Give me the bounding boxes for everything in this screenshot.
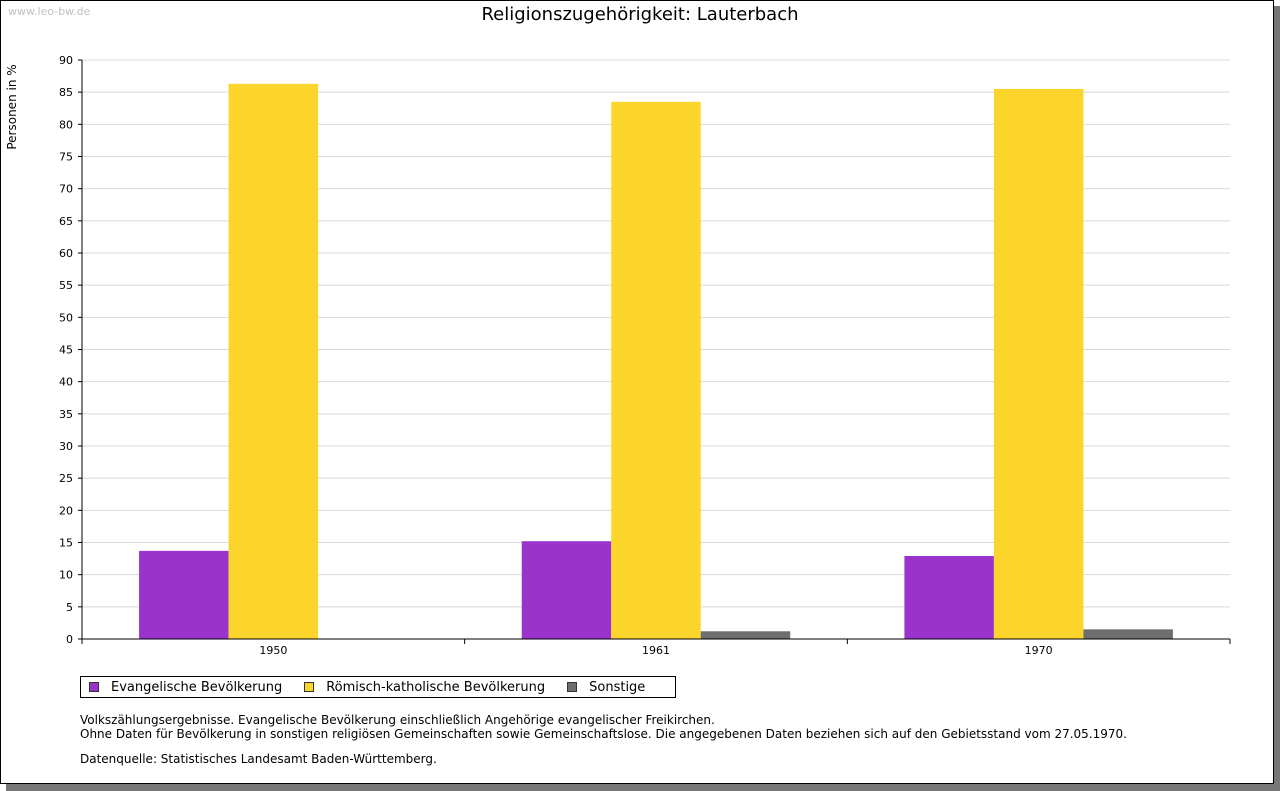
bar-chart: 0 5 10 15 20 25 30 35 40 45 50 55 60 65 70 75 80 85 90 1950… [5, 54, 1231, 657]
y-tick-label: 10 [59, 569, 73, 582]
watermark: www.leo-bw.de [8, 5, 91, 18]
y-tick-label: 65 [59, 215, 73, 228]
bar [521, 541, 612, 639]
chart-notes: Volkszählungsergebnisse. Evangelische Be… [80, 713, 1127, 741]
y-axis-label: Personen in % [5, 64, 19, 149]
note-line-2: Ohne Daten für Bevölkerung in sonstigen … [80, 727, 1127, 741]
legend-label-sonstige: Sonstige [589, 679, 646, 695]
data-source: Datenquelle: Statistisches Landesamt Bad… [80, 752, 437, 766]
y-tick-label: 70 [59, 183, 73, 196]
bar [1083, 629, 1173, 639]
bar [228, 83, 319, 639]
y-tick-label: 60 [59, 247, 73, 260]
bar [139, 550, 229, 639]
legend-item-katholisch: Römisch-katholische Bevölkerung [304, 680, 545, 695]
legend-swatch-katholisch [304, 682, 315, 692]
y-tick-label: 80 [59, 118, 73, 131]
note-line-1: Volkszählungsergebnisse. Evangelische Be… [80, 713, 715, 727]
legend-item-sonstige: Sonstige [567, 680, 645, 695]
y-tick-label: 50 [59, 311, 73, 324]
y-tick-label: 20 [59, 504, 73, 517]
x-tick-label: 1970 [1025, 644, 1053, 657]
legend-item-evangelisch: Evangelische Bevölkerung [89, 680, 282, 695]
y-tick-label: 75 [59, 151, 73, 164]
bar [904, 556, 994, 639]
y-tick-label: 40 [59, 376, 73, 389]
bar [993, 88, 1084, 639]
y-tick-label: 0 [66, 633, 73, 646]
y-tick-label: 15 [59, 537, 73, 550]
chart-title: Religionszugehörigkeit: Lauterbach [481, 4, 799, 25]
bars-layer [139, 83, 1173, 640]
legend: Evangelische Bevölkerung Römisch-katholi… [80, 676, 676, 698]
y-tick-label: 5 [66, 601, 73, 614]
y-tick-label: 30 [59, 440, 73, 453]
legend-label-evangelisch: Evangelische Bevölkerung [111, 679, 283, 695]
y-tick-label: 55 [59, 279, 73, 292]
y-tick-label: 85 [59, 86, 73, 99]
frame-shadow-right [1274, 6, 1280, 791]
y-tick-label: 25 [59, 472, 73, 485]
frame-shadow-bottom [6, 784, 1280, 791]
axis-layer: 0 5 10 15 20 25 30 35 40 45 50 55 60 65 70 75 80 85 90 1950… [59, 54, 1231, 657]
y-tick-label: 90 [59, 54, 73, 67]
x-tick-label: 1950 [259, 644, 287, 657]
x-tick-label: 1961 [642, 644, 670, 657]
y-tick-label: 45 [59, 344, 73, 357]
legend-label-katholisch: Römisch-katholische Bevölkerung [326, 679, 546, 695]
y-tick-label: 35 [59, 408, 73, 421]
bar [611, 101, 701, 640]
legend-swatch-evangelisch [89, 682, 99, 692]
bar [700, 631, 791, 639]
legend-swatch-sonstige [567, 682, 578, 692]
